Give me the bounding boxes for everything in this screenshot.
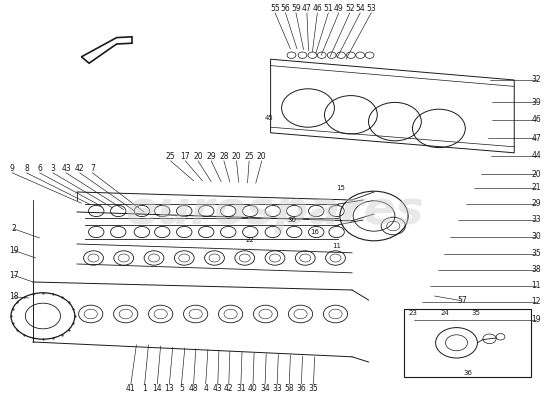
Text: 32: 32 — [531, 76, 541, 84]
Text: 18: 18 — [9, 292, 19, 301]
Text: 45: 45 — [265, 115, 274, 121]
Text: 19: 19 — [9, 246, 19, 255]
Text: 52: 52 — [345, 4, 355, 13]
Text: 25: 25 — [166, 152, 175, 161]
Text: 29: 29 — [531, 200, 541, 208]
Text: 44: 44 — [531, 152, 541, 160]
Text: 25: 25 — [244, 152, 254, 161]
Text: 13: 13 — [164, 384, 174, 393]
Text: 53: 53 — [366, 4, 376, 13]
Text: 1: 1 — [142, 384, 147, 393]
Text: 36: 36 — [296, 384, 306, 393]
Text: 47: 47 — [302, 4, 312, 13]
Text: 14: 14 — [152, 384, 162, 393]
Text: 29: 29 — [206, 152, 216, 161]
Text: 12: 12 — [531, 298, 541, 306]
Text: 35: 35 — [309, 384, 318, 393]
Text: 58: 58 — [284, 384, 294, 393]
Text: 56: 56 — [280, 4, 290, 13]
Text: 47: 47 — [531, 134, 541, 143]
Text: 5: 5 — [179, 384, 184, 393]
Text: 43: 43 — [213, 384, 223, 393]
Text: 51: 51 — [323, 4, 333, 13]
Text: 6: 6 — [37, 164, 42, 173]
Text: 48: 48 — [189, 384, 199, 393]
Text: 46: 46 — [312, 4, 322, 13]
Text: 2: 2 — [12, 224, 16, 233]
Text: 35: 35 — [531, 249, 541, 258]
Text: 40: 40 — [248, 384, 258, 393]
Text: 57: 57 — [457, 296, 467, 305]
Text: 21: 21 — [531, 184, 541, 192]
Text: 9: 9 — [10, 164, 14, 173]
Text: 35: 35 — [472, 310, 481, 316]
Text: 55: 55 — [270, 4, 280, 13]
Text: 15: 15 — [337, 185, 345, 191]
Text: 8: 8 — [24, 164, 29, 173]
Text: 20: 20 — [257, 152, 267, 161]
Text: 4: 4 — [204, 384, 208, 393]
Text: 11: 11 — [531, 281, 541, 290]
Text: 33: 33 — [531, 216, 541, 224]
Text: 54: 54 — [355, 4, 365, 13]
Text: 3: 3 — [51, 164, 55, 173]
Text: 31: 31 — [236, 384, 246, 393]
Text: 24: 24 — [440, 310, 449, 316]
Text: 43: 43 — [61, 164, 71, 173]
Text: 7: 7 — [90, 164, 95, 173]
Text: 39: 39 — [531, 98, 541, 107]
Text: 23: 23 — [408, 310, 417, 316]
Text: 20: 20 — [193, 152, 203, 161]
Text: 46: 46 — [531, 116, 541, 124]
Text: 30: 30 — [287, 217, 296, 223]
Text: 49: 49 — [334, 4, 344, 13]
Text: 19: 19 — [531, 316, 541, 324]
Text: 42: 42 — [75, 164, 85, 173]
Text: 36: 36 — [463, 370, 472, 376]
Text: 59: 59 — [291, 4, 301, 13]
Text: 20: 20 — [531, 170, 541, 178]
Text: 16: 16 — [310, 229, 319, 235]
Text: 41: 41 — [126, 384, 136, 393]
Text: 38: 38 — [531, 265, 541, 274]
Text: 11: 11 — [332, 243, 341, 249]
Text: 34: 34 — [260, 384, 270, 393]
Text: 22: 22 — [246, 237, 255, 243]
Text: 42: 42 — [224, 384, 234, 393]
Text: 30: 30 — [531, 232, 541, 241]
Text: eurospares: eurospares — [126, 190, 424, 234]
Text: 28: 28 — [219, 152, 229, 161]
Text: 17: 17 — [9, 271, 19, 280]
Text: 20: 20 — [232, 152, 241, 161]
Text: 17: 17 — [180, 152, 190, 161]
Text: 33: 33 — [272, 384, 282, 393]
